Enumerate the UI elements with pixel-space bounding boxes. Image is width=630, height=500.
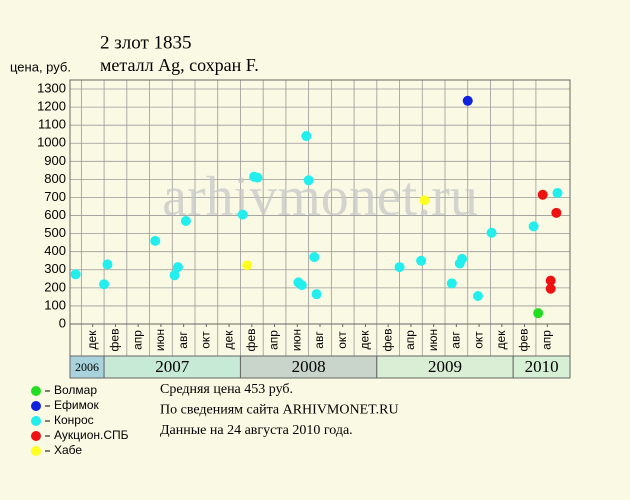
chart-subtitle: металл Ag, сохран F. [100,55,259,75]
year-label: 2006 [75,360,99,374]
data-point [296,280,307,291]
y-tick-label: 1300 [37,80,66,95]
legend-label: Конрос [54,413,94,427]
legend-marker [31,431,41,441]
y-axis-label: цена, руб. [10,59,71,74]
data-point [486,227,497,238]
y-tick-label: 0 [59,315,66,330]
legend-marker [31,386,41,396]
y-tick-label: 900 [44,153,66,168]
note: Данные на 24 августа 2010 года. [160,423,353,438]
x-tick-label: авг [176,331,190,349]
x-tick-label: дек [221,330,235,350]
data-point [309,252,320,263]
y-tick-label: 200 [44,279,66,294]
data-point [545,283,556,294]
data-point [457,253,468,264]
year-label: 2009 [428,357,462,376]
data-point [462,95,473,106]
data-point [311,289,322,300]
y-tick-label: 500 [44,225,66,240]
year-band [512,355,571,379]
x-tick-label: авг [312,331,326,349]
data-point [545,275,556,286]
legend-label: Ефимок [54,398,100,412]
data-point [416,255,427,266]
year-label: 2010 [525,357,559,376]
y-tick-label: 300 [44,261,66,276]
legend-label: Аукцион.СПБ [54,428,129,442]
data-point [528,221,539,232]
data-point [169,270,180,281]
data-point [472,290,483,301]
data-point [552,187,563,198]
plot-area [70,80,570,324]
data-point [446,278,457,289]
x-tick-label: окт [335,331,349,349]
data-point [252,172,263,183]
y-tick-label: 600 [44,207,66,222]
data-point [237,209,248,220]
x-tick-label: дек [85,330,99,350]
data-point [70,269,81,280]
data-point [551,207,562,218]
data-point [303,175,314,186]
y-tick-label: 1200 [37,99,66,114]
data-point [180,215,191,226]
data-point [242,260,253,271]
x-tick-label: дек [494,330,508,350]
x-tick-label: окт [471,331,485,349]
month-row [69,323,571,357]
data-point [419,195,430,206]
note: По сведениям сайта ARHIVMONET.RU [160,403,399,418]
y-tick-label: 800 [44,171,66,186]
year-label: 2008 [292,357,326,376]
x-tick-label: апр [403,330,417,350]
x-tick-label: июн [426,329,440,351]
x-tick-label: фев [244,329,258,352]
data-point [394,262,405,273]
data-point [150,235,161,246]
x-tick-label: июн [289,329,303,351]
y-tick-label: 100 [44,297,66,312]
data-point [102,259,113,270]
y-tick-label: 700 [44,189,66,204]
x-tick-label: апр [539,330,553,350]
x-tick-label: авг [449,331,463,349]
legend-label: Хабе [54,443,82,457]
x-tick-label: апр [130,330,144,350]
note: Средняя цена 453 руб. [160,382,293,397]
data-point [172,262,183,273]
legend-label: Волмар [54,383,97,397]
legend-marker [31,401,41,411]
y-tick-label: 1100 [38,117,66,132]
x-tick-label: апр [267,330,281,350]
x-tick-label: фев [517,329,531,352]
y-tick-label: 400 [44,243,66,258]
legend-marker [31,446,41,456]
data-point [533,308,544,319]
chart-title: 2 злот 1835 [100,32,192,53]
watermark: arhivmonet.ru [162,166,478,228]
year-label: 2007 [155,357,190,376]
x-tick-label: окт [199,331,213,349]
x-tick-label: фев [380,329,394,352]
x-tick-label: фев [108,329,122,352]
plot-frame [69,79,571,325]
x-tick-label: июн [153,329,167,351]
legend-marker [31,416,41,426]
data-point [537,189,548,200]
data-point [99,279,110,290]
data-point [301,131,312,142]
x-tick-label: дек [358,330,372,350]
y-tick-label: 1000 [37,135,66,150]
